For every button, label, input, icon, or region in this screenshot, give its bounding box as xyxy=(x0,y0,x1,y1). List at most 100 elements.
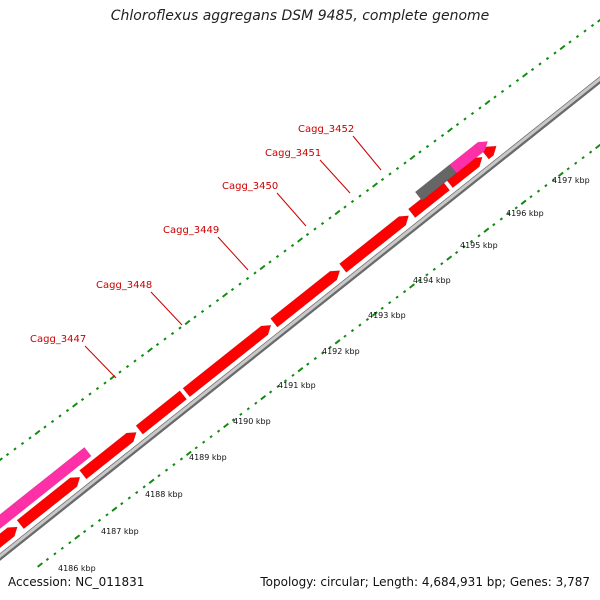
cds-feature[interactable] xyxy=(135,390,188,435)
gene-label[interactable]: Cagg_3449 xyxy=(163,225,219,236)
cds-feature[interactable] xyxy=(79,432,137,480)
minor-tick xyxy=(65,408,70,413)
major-tick xyxy=(483,227,490,233)
kbp-label-layer: 4186 kbp 4187 kbp 4188 kbp 4189 kbp 4190 kbp… xyxy=(58,176,590,573)
minor-tick xyxy=(5,452,10,457)
major-tick xyxy=(297,237,303,243)
minor-tick xyxy=(469,239,474,243)
major-tick xyxy=(74,534,81,540)
minor-tick xyxy=(53,552,57,556)
feature-track xyxy=(0,141,497,555)
pseudo-feature[interactable] xyxy=(414,164,458,202)
minor-tick xyxy=(90,524,94,528)
minor-tick xyxy=(350,329,355,333)
gene-leader-line xyxy=(276,192,307,227)
major-tick xyxy=(259,264,266,271)
minor-tick xyxy=(417,278,422,282)
minor-tick xyxy=(157,474,161,478)
cds-feature[interactable] xyxy=(481,145,497,160)
minor-tick xyxy=(306,362,310,366)
minor-tick xyxy=(343,334,347,338)
gene-label[interactable]: Cagg_3450 xyxy=(222,181,278,192)
minor-tick xyxy=(358,194,362,198)
minor-tick xyxy=(581,156,585,160)
minor-tick xyxy=(493,95,497,99)
backbone-line xyxy=(0,77,600,558)
minor-tick xyxy=(215,298,220,303)
minor-tick xyxy=(358,323,362,327)
minor-tick xyxy=(133,359,137,363)
major-tick xyxy=(595,143,600,150)
kbp-label: 4190 kbp xyxy=(233,417,271,426)
major-tick xyxy=(109,374,116,381)
minor-tick xyxy=(440,262,444,266)
minor-tick xyxy=(140,353,145,358)
rna-feature[interactable] xyxy=(474,141,489,154)
major-tick xyxy=(185,450,192,457)
major-tick xyxy=(371,311,378,317)
minor-tick xyxy=(97,518,102,522)
minor-tick xyxy=(507,211,511,216)
minor-tick xyxy=(515,78,520,83)
minor-tick xyxy=(118,370,122,374)
minor-tick xyxy=(238,282,242,286)
minor-tick xyxy=(402,290,407,294)
minor-tick xyxy=(88,392,92,396)
minor-tick xyxy=(275,254,280,259)
kbp-label: 4188 kbp xyxy=(145,490,183,499)
minor-tick xyxy=(492,223,496,227)
kbp-label: 4192 kbp xyxy=(322,347,360,356)
cds-feature[interactable] xyxy=(182,324,272,398)
minor-tick xyxy=(170,331,175,336)
minor-tick xyxy=(194,446,198,450)
rna-feature[interactable] xyxy=(0,502,22,543)
major-tick xyxy=(260,394,267,401)
major-tick xyxy=(334,339,341,345)
minor-tick xyxy=(208,304,212,308)
minor-tick xyxy=(432,267,436,271)
minor-tick xyxy=(380,306,384,310)
minor-tick xyxy=(202,440,206,444)
major-tick xyxy=(297,367,304,373)
upper-tick-track xyxy=(0,17,600,463)
minor-tick xyxy=(239,412,243,416)
gene-leader-line xyxy=(150,291,183,326)
minor-tick xyxy=(455,122,460,127)
gene-label[interactable]: Cagg_3451 xyxy=(265,148,321,159)
minor-tick xyxy=(209,435,213,439)
major-tick xyxy=(111,506,118,512)
cds-feature[interactable] xyxy=(0,526,18,555)
minor-tick xyxy=(283,249,287,253)
kbp-label: 4194 kbp xyxy=(413,276,451,285)
major-tick xyxy=(372,182,378,188)
minor-tick xyxy=(231,418,236,422)
minor-tick xyxy=(290,243,295,248)
major-tick xyxy=(409,154,416,161)
gene-label[interactable]: Cagg_3448 xyxy=(96,280,152,291)
minor-tick xyxy=(566,167,570,171)
minor-tick xyxy=(13,447,17,451)
minor-tick xyxy=(365,317,370,322)
major-tick xyxy=(34,429,41,436)
gene-leader-line xyxy=(319,159,351,194)
rna-feature[interactable] xyxy=(13,446,92,513)
cds-feature[interactable] xyxy=(339,215,410,273)
minor-tick xyxy=(395,295,399,299)
cds-feature[interactable] xyxy=(16,476,81,530)
gene-label[interactable]: Cagg_3447 xyxy=(30,334,86,345)
cds-feature[interactable] xyxy=(270,270,341,328)
minor-tick xyxy=(388,301,392,305)
minor-tick xyxy=(135,490,139,495)
gene-label[interactable]: Cagg_3452 xyxy=(298,124,354,135)
major-tick xyxy=(520,199,527,205)
minor-tick xyxy=(321,351,325,355)
major-tick xyxy=(557,171,564,178)
minor-tick xyxy=(418,150,422,154)
kbp-label: 4197 kbp xyxy=(552,176,590,185)
minor-tick xyxy=(276,384,280,388)
major-tick xyxy=(559,44,566,51)
major-tick xyxy=(447,127,453,133)
major-tick xyxy=(597,17,600,23)
